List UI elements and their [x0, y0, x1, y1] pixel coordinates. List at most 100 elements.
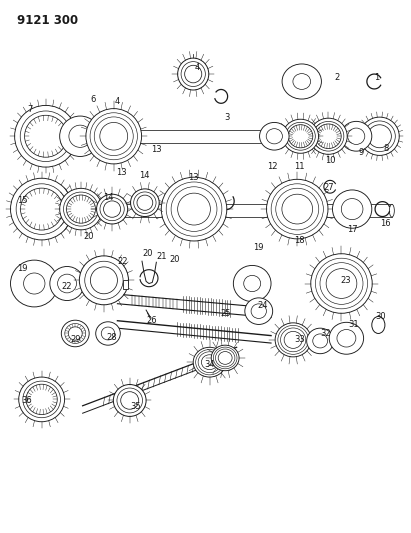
Ellipse shape	[23, 273, 45, 294]
Text: 7: 7	[28, 104, 33, 114]
Ellipse shape	[213, 347, 237, 369]
Ellipse shape	[218, 352, 232, 365]
Text: 29: 29	[70, 335, 81, 344]
Ellipse shape	[117, 388, 143, 413]
Text: 24: 24	[258, 301, 268, 310]
Ellipse shape	[309, 118, 347, 155]
Ellipse shape	[16, 184, 67, 235]
Ellipse shape	[315, 258, 367, 309]
Circle shape	[372, 317, 385, 334]
Text: 23: 23	[340, 276, 351, 285]
Ellipse shape	[90, 267, 118, 294]
Text: 27: 27	[323, 183, 334, 192]
Text: 20: 20	[169, 255, 180, 263]
Ellipse shape	[21, 188, 63, 230]
Ellipse shape	[137, 195, 153, 211]
Ellipse shape	[79, 256, 129, 305]
Ellipse shape	[348, 128, 365, 144]
Text: 26: 26	[146, 316, 157, 325]
Ellipse shape	[161, 177, 227, 241]
Text: 9: 9	[358, 148, 364, 157]
Ellipse shape	[293, 74, 311, 90]
Ellipse shape	[11, 260, 58, 307]
Ellipse shape	[178, 193, 210, 225]
Ellipse shape	[389, 204, 394, 217]
Ellipse shape	[316, 124, 341, 149]
Ellipse shape	[171, 187, 217, 231]
Ellipse shape	[20, 111, 71, 161]
Ellipse shape	[50, 266, 84, 301]
Text: 15: 15	[18, 196, 28, 205]
Text: 1: 1	[374, 73, 379, 82]
Ellipse shape	[121, 392, 139, 409]
Ellipse shape	[281, 328, 306, 352]
Ellipse shape	[193, 348, 226, 377]
Ellipse shape	[360, 117, 399, 156]
Ellipse shape	[166, 182, 222, 236]
Text: 18: 18	[294, 237, 305, 246]
Ellipse shape	[244, 276, 261, 292]
Ellipse shape	[215, 349, 235, 367]
Ellipse shape	[97, 194, 128, 224]
Text: 4: 4	[115, 97, 120, 106]
Text: 6: 6	[90, 94, 95, 103]
Ellipse shape	[368, 125, 391, 148]
Text: 14: 14	[139, 171, 149, 180]
Ellipse shape	[276, 188, 319, 230]
Ellipse shape	[286, 122, 315, 150]
Text: 13: 13	[116, 168, 127, 177]
Ellipse shape	[364, 121, 395, 151]
Text: 20: 20	[83, 232, 94, 241]
Ellipse shape	[61, 320, 89, 347]
Ellipse shape	[86, 109, 142, 164]
Text: 17: 17	[347, 225, 358, 234]
Ellipse shape	[198, 352, 221, 373]
Text: 13: 13	[151, 145, 162, 154]
Ellipse shape	[245, 298, 272, 325]
Ellipse shape	[260, 123, 289, 150]
Ellipse shape	[266, 128, 282, 144]
Text: 32: 32	[320, 329, 331, 338]
Text: 11: 11	[294, 162, 305, 171]
Ellipse shape	[96, 322, 120, 345]
Text: 35: 35	[131, 402, 141, 411]
Ellipse shape	[196, 350, 224, 375]
Ellipse shape	[58, 274, 76, 293]
Ellipse shape	[178, 58, 209, 90]
Ellipse shape	[26, 384, 57, 415]
Ellipse shape	[60, 188, 102, 230]
Text: 14: 14	[103, 193, 113, 202]
Text: 20: 20	[142, 249, 152, 259]
Ellipse shape	[332, 190, 372, 228]
Ellipse shape	[69, 125, 91, 147]
Ellipse shape	[181, 62, 206, 86]
Text: 30: 30	[376, 312, 386, 321]
Ellipse shape	[337, 329, 356, 347]
Ellipse shape	[68, 327, 82, 340]
Ellipse shape	[278, 326, 309, 354]
Ellipse shape	[282, 119, 319, 154]
Ellipse shape	[201, 355, 218, 369]
Text: 13: 13	[188, 173, 199, 182]
Ellipse shape	[113, 384, 146, 416]
Text: 34: 34	[204, 360, 215, 369]
Ellipse shape	[101, 327, 115, 340]
Text: 28: 28	[107, 333, 118, 342]
Ellipse shape	[341, 122, 372, 151]
Ellipse shape	[90, 113, 137, 160]
Text: 2: 2	[334, 73, 339, 82]
Ellipse shape	[134, 192, 156, 214]
Ellipse shape	[320, 263, 363, 304]
Text: 10: 10	[325, 156, 336, 165]
Ellipse shape	[251, 304, 266, 318]
Ellipse shape	[313, 122, 344, 151]
Ellipse shape	[313, 334, 328, 348]
Ellipse shape	[104, 201, 121, 217]
Text: 19: 19	[18, 264, 28, 272]
Ellipse shape	[85, 261, 123, 300]
Ellipse shape	[341, 199, 363, 220]
Ellipse shape	[271, 184, 323, 235]
Ellipse shape	[282, 64, 321, 99]
Text: 36: 36	[21, 396, 32, 405]
Text: 4: 4	[195, 63, 200, 71]
